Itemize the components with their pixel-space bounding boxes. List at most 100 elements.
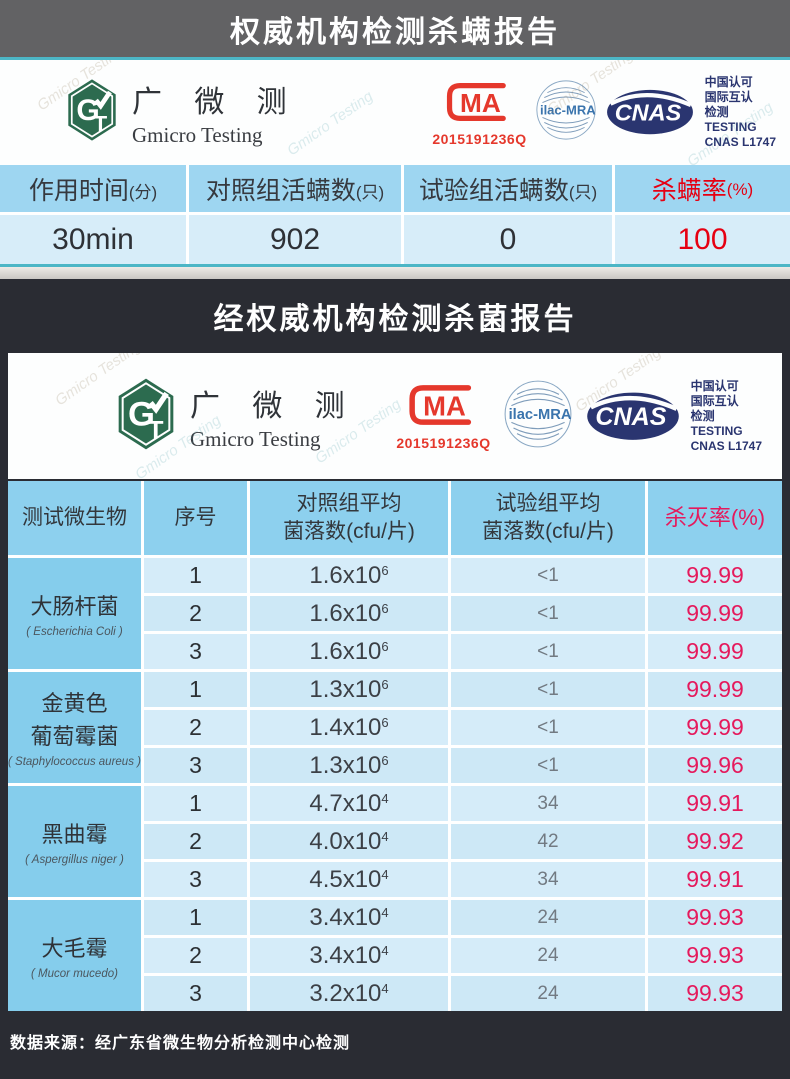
microbe-group-ecoli: 大肠杆菌 ( Escherichia Coli ) bbox=[8, 558, 141, 669]
svg-text:ilac-MRA: ilac-MRA bbox=[508, 406, 571, 422]
cell-kill-rate: 99.99 bbox=[648, 596, 782, 631]
cell-test-count: 24 bbox=[451, 900, 645, 935]
mite-report-banner: 权威机构检测杀螨报告 bbox=[0, 0, 790, 57]
accreditation-line: 检测 bbox=[690, 408, 715, 423]
gmicro-logo-icon: G T bbox=[66, 78, 118, 147]
cell-kill-rate: 99.93 bbox=[648, 900, 782, 935]
microbe-group-mucor: 大毛霉 ( Mucor mucedo) bbox=[8, 900, 141, 1011]
accreditation-text: 中国认可 国际互认 检测 TESTING CNAS L1747 bbox=[691, 379, 762, 454]
cell-control-count: 1.3x10 6 bbox=[250, 672, 448, 707]
cma-mark: MA 2015191236Q bbox=[432, 79, 526, 147]
cell-test-count: <1 bbox=[451, 558, 645, 593]
cma-mark: MA 2015191236Q bbox=[396, 381, 490, 451]
cell-kill-rate: 99.93 bbox=[648, 976, 782, 1011]
svg-text:G: G bbox=[128, 395, 155, 433]
cell-index: 3 bbox=[144, 976, 247, 1011]
cell-index: 2 bbox=[144, 596, 247, 631]
cma-mark-icon: MA bbox=[447, 82, 507, 121]
cnas-mark-icon: CNAS bbox=[585, 386, 681, 447]
cell-control-count: 4.7x10 4 bbox=[250, 786, 448, 821]
svg-text:ilac-MRA: ilac-MRA bbox=[540, 102, 596, 117]
cell-control-count: 3.4x10 4 bbox=[250, 938, 448, 973]
svg-text:CNAS: CNAS bbox=[614, 99, 681, 125]
lab-logo-row: Gmicro Testing Gmicro Testing Gmicro Tes… bbox=[0, 60, 790, 165]
mite-value-time: 30min bbox=[0, 215, 186, 264]
svg-text:G: G bbox=[76, 94, 99, 127]
cell-test-count: <1 bbox=[451, 672, 645, 707]
lab-name: 广 微 测 Gmicro Testing bbox=[132, 77, 299, 148]
lab-logo-box: Gmicro Testing Gmicro Testing Gmicro Tes… bbox=[8, 353, 782, 479]
microbe-group-staph: 金黄色 葡萄霉菌 ( Staphylococcus aureus ) bbox=[8, 672, 141, 783]
cell-test-count: <1 bbox=[451, 748, 645, 783]
lab-name-cn: 广 微 测 bbox=[132, 86, 299, 119]
bacteria-report-section: 经权威机构检测杀菌报告 Gmicro Testing Gmicro Testin… bbox=[0, 279, 790, 1079]
ilac-mra-stamp-icon: ilac-MRA bbox=[503, 379, 573, 454]
mite-value-control: 902 bbox=[189, 215, 401, 264]
ilac-mra-stamp-icon: ilac-MRA bbox=[535, 79, 597, 146]
cell-index: 1 bbox=[144, 786, 247, 821]
cell-index: 3 bbox=[144, 748, 247, 783]
cell-kill-rate: 99.96 bbox=[648, 748, 782, 783]
cnas-mark-icon: CNAS bbox=[605, 84, 695, 141]
cma-mark-icon: MA bbox=[409, 385, 472, 425]
mite-value-rate: 100 bbox=[615, 215, 790, 264]
cell-control-count: 1.6x10 6 bbox=[250, 558, 448, 593]
cell-test-count: 24 bbox=[451, 938, 645, 973]
cell-control-count: 1.6x10 6 bbox=[250, 596, 448, 631]
bacteria-report-banner: 经权威机构检测杀菌报告 bbox=[0, 279, 790, 353]
cell-control-count: 3.2x10 4 bbox=[250, 976, 448, 1011]
cell-control-count: 4.5x10 4 bbox=[250, 862, 448, 897]
teal-divider bbox=[0, 264, 790, 267]
cell-index: 3 bbox=[144, 634, 247, 669]
cell-test-count: <1 bbox=[451, 710, 645, 745]
cell-index: 1 bbox=[144, 900, 247, 935]
svg-text:T: T bbox=[94, 111, 108, 136]
mite-certificate-section: Gmicro Testing Gmicro Testing Gmicro Tes… bbox=[0, 57, 790, 264]
cell-index: 2 bbox=[144, 938, 247, 973]
col-header-rate: 杀灭率(%) bbox=[648, 481, 782, 555]
col-header-microbe: 测试微生物 bbox=[8, 481, 141, 555]
cell-index: 2 bbox=[144, 824, 247, 859]
cell-test-count: 42 bbox=[451, 824, 645, 859]
cell-kill-rate: 99.99 bbox=[648, 672, 782, 707]
mite-col-header-rate: 杀螨率 (%) bbox=[615, 165, 790, 212]
col-header-control: 对照组平均 菌落数(cfu/片) bbox=[250, 481, 448, 555]
svg-text:T: T bbox=[148, 416, 164, 444]
cell-test-count: 34 bbox=[451, 786, 645, 821]
bacteria-test-table: 测试微生物 序号 对照组平均 菌落数(cfu/片) 试验组平均 菌落数(cfu/… bbox=[8, 481, 782, 1011]
cell-test-count: 24 bbox=[451, 976, 645, 1011]
cell-control-count: 1.3x10 6 bbox=[250, 748, 448, 783]
cell-kill-rate: 99.92 bbox=[648, 824, 782, 859]
accreditation-line: 中国认可 bbox=[690, 378, 739, 393]
cell-kill-rate: 99.99 bbox=[648, 558, 782, 593]
cell-kill-rate: 99.99 bbox=[648, 710, 782, 745]
accreditation-line: CNAS L1747 bbox=[704, 135, 776, 149]
accreditation-line: TESTING bbox=[690, 423, 743, 438]
bacteria-report-title: 经权威机构检测杀菌报告 bbox=[213, 303, 577, 336]
mite-col-header-test: 试验组活螨数 (只) bbox=[404, 165, 612, 212]
svg-text:MA: MA bbox=[424, 390, 467, 421]
accreditation-text: 中国认可 国际互认 检测 TESTING CNAS L1747 bbox=[705, 75, 776, 150]
svg-text:CNAS: CNAS bbox=[595, 403, 666, 431]
cell-test-count: 34 bbox=[451, 862, 645, 897]
accreditation-line: 国际互认 bbox=[690, 393, 739, 408]
cell-index: 3 bbox=[144, 862, 247, 897]
lab-name-en: Gmicro Testing bbox=[132, 123, 263, 147]
accreditation-line: 国际互认 bbox=[704, 90, 753, 104]
cell-control-count: 4.0x10 4 bbox=[250, 824, 448, 859]
mite-col-header-control: 对照组活螨数 (只) bbox=[189, 165, 401, 212]
lab-name: 广 微 测 Gmicro Testing bbox=[190, 381, 357, 452]
accreditation-line: CNAS L1747 bbox=[690, 438, 762, 453]
accreditation-line: 中国认可 bbox=[704, 75, 753, 89]
cma-number: 2015191236Q bbox=[432, 130, 527, 147]
cell-kill-rate: 99.91 bbox=[648, 862, 782, 897]
mite-test-table: 作用时间 (分) 对照组活螨数 (只) 试验组活螨数 (只) 杀螨率 (%) 30min… bbox=[0, 165, 790, 264]
lab-name-en: Gmicro Testing bbox=[190, 426, 321, 451]
cma-number: 2015191236Q bbox=[396, 435, 491, 451]
col-header-test: 试验组平均 菌落数(cfu/片) bbox=[451, 481, 645, 555]
cell-control-count: 1.6x10 6 bbox=[250, 634, 448, 669]
cell-index: 2 bbox=[144, 710, 247, 745]
mite-value-test: 0 bbox=[404, 215, 612, 264]
cell-kill-rate: 99.99 bbox=[648, 634, 782, 669]
